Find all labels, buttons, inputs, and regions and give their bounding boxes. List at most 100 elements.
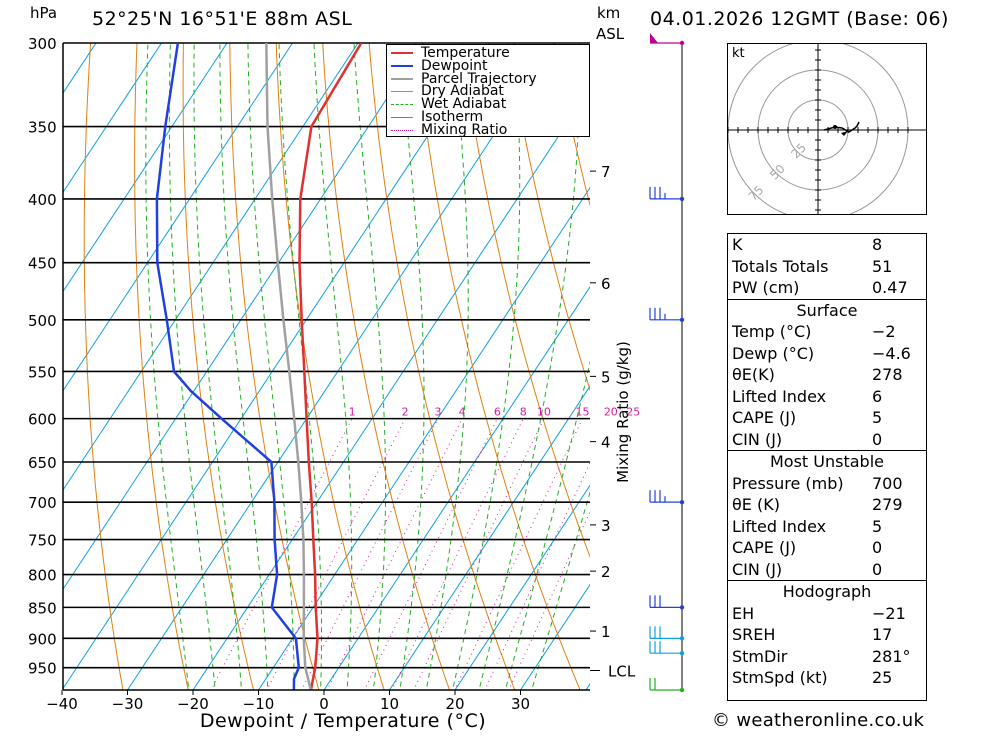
mixing-ratio-label: 1 [349, 406, 356, 419]
dry-adiabat-line [322, 43, 451, 690]
x-tick-label: −40 [46, 695, 78, 713]
dry-adiabat-line [414, 43, 581, 690]
dry-adiabat-line [83, 43, 124, 690]
asl-unit: ASL [596, 25, 625, 43]
dry-adiabat-line [507, 43, 590, 392]
km-label: 7 [601, 163, 611, 181]
legend-item: Wet Adiabat [387, 97, 589, 111]
index-value: 5 [872, 516, 883, 536]
x-tick-label: 0 [319, 695, 329, 713]
index-value: 51 [872, 256, 893, 276]
index-row: SREH 17 [728, 624, 926, 646]
isotherm-line [388, 385, 590, 690]
wind-barb-dot [679, 317, 685, 323]
isotherm-line [63, 43, 425, 591]
index-name: Totals Totals [732, 256, 829, 276]
index-value: 0 [872, 429, 883, 449]
wind-barb-dot [679, 196, 685, 202]
index-name: Dewp (°C) [732, 343, 815, 363]
pressure-label: 900 [28, 630, 57, 648]
dry-adiabat-line [965, 25, 1000, 696]
km-label: 3 [601, 517, 611, 535]
dry-adiabat-line [919, 25, 1000, 696]
legend-label: Mixing Ratio [421, 121, 508, 138]
hodograph-title: Hodograph [782, 582, 872, 601]
wet-adiabat-line [247, 43, 295, 690]
mixing-ratio-label: 8 [520, 406, 527, 419]
most-unstable-title: Most Unstable [770, 452, 884, 471]
wet-adiabat-line [452, 43, 521, 690]
pressure-label: 850 [28, 599, 57, 617]
legend-item: Dry Adiabat [387, 85, 589, 98]
index-name: Lifted Index [732, 516, 827, 536]
footer-credit[interactable]: © weatheronline.co.uk [712, 710, 925, 731]
index-row: Lifted Index 6 [728, 386, 926, 408]
index-value: 0.47 [872, 278, 908, 297]
isotherm-line [63, 43, 359, 491]
index-row: CAPE (J) 5 [728, 407, 926, 429]
wind-barb-dot [679, 499, 685, 505]
wet-adiabat-line [193, 43, 242, 690]
index-value: 8 [872, 235, 883, 254]
legend-swatch [391, 116, 413, 118]
pressure-label: 650 [28, 454, 57, 472]
legend-swatch [391, 65, 413, 68]
index-row: StmSpd (kt) 25 [728, 667, 926, 689]
mixing-ratio-line [326, 418, 463, 690]
index-value: 6 [872, 386, 883, 406]
lcl-label: LCL [608, 662, 636, 680]
legend-swatch [391, 104, 413, 106]
mixing-ratio-line [210, 418, 353, 690]
hodograph-box: 25 50 75 kt [727, 43, 927, 215]
profile-parcel-trajectory [265, 43, 313, 690]
hodograph-ring-label: 50 [767, 162, 788, 183]
wet-adiabat-line [145, 43, 190, 690]
wet-adiabat-line [478, 43, 581, 690]
pressure-label: 600 [28, 411, 57, 429]
index-name: PW (cm) [732, 278, 800, 297]
mixing-ratio-label: 6 [494, 406, 501, 419]
mixing-ratio-line [391, 418, 524, 690]
hodograph-storm-motion [841, 131, 848, 136]
index-value: 278 [872, 365, 903, 384]
index-row: CIN (J) 0 [728, 559, 926, 581]
index-name: CIN (J) [732, 559, 783, 579]
index-value: 0 [872, 559, 883, 579]
mixing-ratio-label: 3 [434, 406, 441, 419]
dry-adiabat-line [134, 43, 189, 690]
location-title: 52°25'N 16°51'E 88m ASL [92, 8, 353, 30]
wind-barb-dot [679, 605, 685, 610]
legend-label: Isotherm [421, 108, 484, 125]
index-row: CAPE (J) 0 [728, 537, 926, 559]
pressure-label: 800 [28, 567, 57, 585]
wind-barb [649, 307, 685, 323]
legend-item: Isotherm [387, 108, 589, 125]
wet-adiabat-line [219, 43, 269, 690]
index-value: 279 [872, 495, 903, 514]
index-name: CAPE (J) [732, 538, 797, 557]
wet-adiabat-line [168, 43, 216, 690]
mixing-ratio-line [454, 418, 583, 690]
legend: Temperature Dewpoint Parcel Trajectory Dry … [386, 44, 590, 137]
legend-label: Dry Adiabat [421, 83, 504, 100]
mixing-ratio-label: 20 [604, 406, 618, 419]
mixing-ratio-label: 25 [626, 406, 640, 419]
isotherm-line [257, 186, 590, 690]
pressure-label: 700 [28, 494, 57, 512]
km-label: 1 [601, 623, 611, 641]
legend-swatch [391, 77, 413, 80]
mixing-ratio-label: 10 [537, 406, 551, 419]
dry-adiabat-line [368, 43, 516, 690]
index-row: Dewp (°C) −4.6 [728, 343, 926, 365]
wind-barb [649, 626, 685, 641]
wet-adiabat-line [504, 360, 590, 690]
index-row: CIN (J) 0 [728, 429, 926, 451]
index-name: θE (K) [732, 495, 780, 514]
legend-swatch [391, 52, 413, 55]
x-tick-label: 20 [445, 695, 464, 713]
hodograph-ring-label: 75 [746, 183, 767, 204]
pressure-label: 550 [28, 363, 57, 381]
